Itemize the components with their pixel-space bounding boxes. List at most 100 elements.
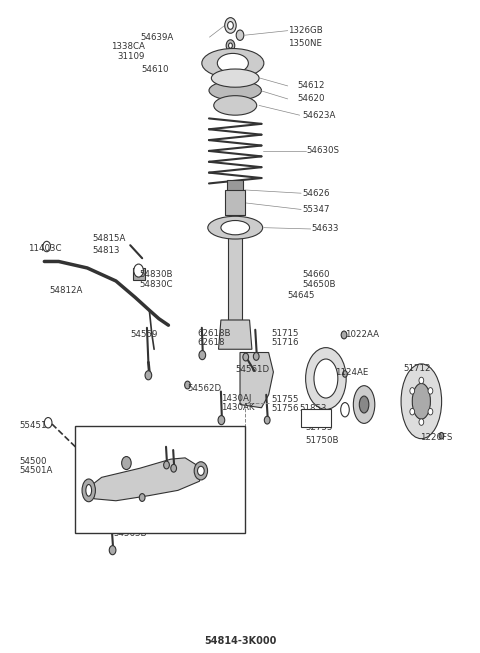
Text: 54812A: 54812A (49, 286, 83, 295)
Text: 51712: 51712 (403, 364, 431, 374)
Circle shape (134, 264, 144, 277)
Text: 62618B: 62618B (197, 328, 230, 338)
Text: 54645: 54645 (288, 291, 315, 300)
Circle shape (185, 381, 191, 389)
Text: 51853: 51853 (300, 404, 327, 413)
Ellipse shape (314, 359, 338, 398)
Text: 54612: 54612 (297, 82, 325, 90)
Text: 1430AK: 1430AK (221, 404, 254, 412)
Ellipse shape (208, 216, 263, 239)
Circle shape (428, 408, 433, 415)
Ellipse shape (82, 479, 96, 502)
Text: 1338CA: 1338CA (111, 42, 144, 52)
Ellipse shape (86, 485, 92, 496)
Text: 55347: 55347 (302, 205, 330, 214)
Circle shape (225, 18, 236, 33)
Circle shape (43, 242, 50, 251)
Bar (301, 409, 331, 427)
Circle shape (439, 432, 444, 439)
Circle shape (428, 388, 433, 394)
Text: 31109: 31109 (117, 52, 144, 61)
Text: 54530C: 54530C (206, 468, 240, 477)
Text: 54560A: 54560A (188, 438, 221, 447)
Text: 51716: 51716 (271, 338, 299, 347)
Text: 54519B: 54519B (188, 448, 221, 457)
Text: 54563B: 54563B (114, 529, 147, 538)
Text: 54814-3K000: 54814-3K000 (204, 637, 276, 646)
Ellipse shape (360, 396, 369, 413)
Text: 54639A: 54639A (140, 33, 173, 42)
Text: 54650B: 54650B (302, 279, 336, 289)
Text: 52752: 52752 (306, 415, 333, 423)
Text: 54620: 54620 (297, 95, 325, 103)
Circle shape (194, 462, 207, 480)
Circle shape (419, 377, 424, 384)
Circle shape (226, 40, 235, 52)
Text: 1326GB: 1326GB (288, 26, 323, 35)
Text: 54623A: 54623A (302, 110, 336, 119)
Circle shape (164, 461, 169, 469)
Circle shape (171, 464, 177, 472)
Text: 54630S: 54630S (307, 146, 340, 155)
Text: 1350NE: 1350NE (288, 39, 322, 48)
Circle shape (410, 388, 415, 394)
Text: 1124AE: 1124AE (336, 368, 369, 377)
Text: 1022AA: 1022AA (345, 330, 379, 339)
Circle shape (253, 353, 259, 360)
Bar (225, 190, 245, 215)
Text: 1220FS: 1220FS (420, 432, 453, 441)
Circle shape (236, 30, 244, 40)
Circle shape (199, 351, 205, 360)
Text: 54500: 54500 (20, 457, 47, 466)
Circle shape (264, 416, 270, 424)
Ellipse shape (202, 48, 264, 78)
Text: 51755: 51755 (271, 395, 299, 404)
Text: 54830C: 54830C (140, 279, 173, 289)
Ellipse shape (121, 456, 131, 470)
Circle shape (341, 331, 347, 339)
Bar (228, 219, 242, 320)
Text: 54610: 54610 (141, 65, 168, 74)
Polygon shape (218, 320, 252, 349)
Ellipse shape (221, 221, 250, 235)
Polygon shape (240, 353, 274, 407)
Text: 54830B: 54830B (140, 270, 173, 279)
Text: 54660: 54660 (302, 270, 330, 279)
Circle shape (145, 371, 152, 380)
Text: 52755: 52755 (306, 423, 333, 432)
Text: 55451: 55451 (20, 421, 47, 430)
Text: 54633: 54633 (312, 225, 339, 234)
Text: 54584A: 54584A (114, 499, 147, 508)
Circle shape (44, 417, 52, 428)
Text: 51756: 51756 (271, 404, 299, 413)
Text: 1430AJ: 1430AJ (221, 394, 252, 402)
Text: 51750B: 51750B (306, 436, 339, 445)
Text: 54626: 54626 (302, 189, 330, 198)
Ellipse shape (209, 81, 262, 100)
Text: 62618: 62618 (197, 338, 225, 347)
Text: 11403C: 11403C (28, 244, 61, 253)
Ellipse shape (353, 386, 375, 423)
Circle shape (419, 419, 424, 425)
Circle shape (228, 43, 232, 48)
Ellipse shape (217, 54, 248, 73)
Text: 54559B: 54559B (114, 490, 147, 499)
Text: 54562D: 54562D (188, 384, 222, 392)
Text: 51715: 51715 (271, 328, 299, 338)
Ellipse shape (211, 69, 259, 88)
Circle shape (139, 494, 145, 502)
Circle shape (243, 353, 249, 361)
Bar (132, 268, 144, 279)
Circle shape (410, 408, 415, 415)
Circle shape (228, 22, 233, 29)
Circle shape (198, 466, 204, 475)
Circle shape (218, 415, 225, 424)
Circle shape (109, 546, 116, 555)
Text: 54501A: 54501A (20, 466, 53, 475)
Text: 54551D: 54551D (97, 440, 131, 449)
Bar (75, 426, 245, 534)
Text: 54559: 54559 (130, 330, 157, 339)
Ellipse shape (306, 347, 346, 409)
Text: 54561D: 54561D (235, 365, 269, 374)
Circle shape (343, 371, 348, 377)
